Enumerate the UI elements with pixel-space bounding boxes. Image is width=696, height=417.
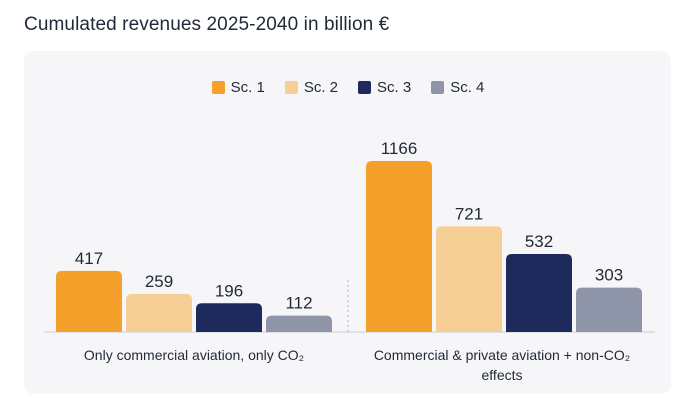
- data-label: 112: [285, 294, 312, 313]
- bar-sc1-group2: [366, 161, 432, 332]
- legend-item-sc4: Sc. 4: [431, 79, 484, 96]
- data-label: 417: [75, 249, 103, 268]
- legend: Sc. 1 Sc. 2 Sc. 3 Sc. 4: [0, 79, 696, 96]
- legend-swatch: [431, 81, 445, 94]
- legend-label: Sc. 3: [377, 79, 412, 96]
- legend-swatch: [284, 81, 298, 94]
- legend-swatch: [211, 81, 225, 94]
- bar-sc4-group1: [266, 315, 332, 332]
- bar-sc1-group1: [56, 270, 122, 332]
- bar-sc3-group1: [196, 303, 262, 332]
- data-label: 721: [455, 204, 483, 223]
- legend-label: Sc. 1: [230, 79, 265, 96]
- category-label-2: Commercial & private aviation + non-CO₂ …: [373, 347, 631, 383]
- bar-sc3-group2: [506, 253, 572, 332]
- data-label: 196: [215, 281, 243, 300]
- legend-label: Sc. 2: [303, 79, 338, 96]
- legend-item-sc1: Sc. 1: [211, 79, 265, 96]
- bar-sc2-group1: [126, 294, 192, 332]
- data-label: 532: [525, 232, 553, 251]
- legend-label: Sc. 4: [450, 79, 485, 96]
- data-label: 259: [145, 272, 173, 291]
- legend-item-sc2: Sc. 2: [284, 79, 338, 96]
- data-label: 303: [595, 266, 623, 285]
- data-label: 1166: [381, 139, 418, 158]
- bar-sc4-group2: [576, 287, 642, 332]
- bar-sc2-group2: [436, 226, 502, 332]
- category-label-1: Only commercial aviation, only CO₂: [83, 347, 305, 363]
- page-title: Cumulated revenues 2025-2040 in billion …: [24, 14, 390, 35]
- chart-card: [24, 51, 671, 394]
- legend-item-sc3: Sc. 3: [358, 79, 411, 96]
- legend-swatch: [358, 81, 371, 94]
